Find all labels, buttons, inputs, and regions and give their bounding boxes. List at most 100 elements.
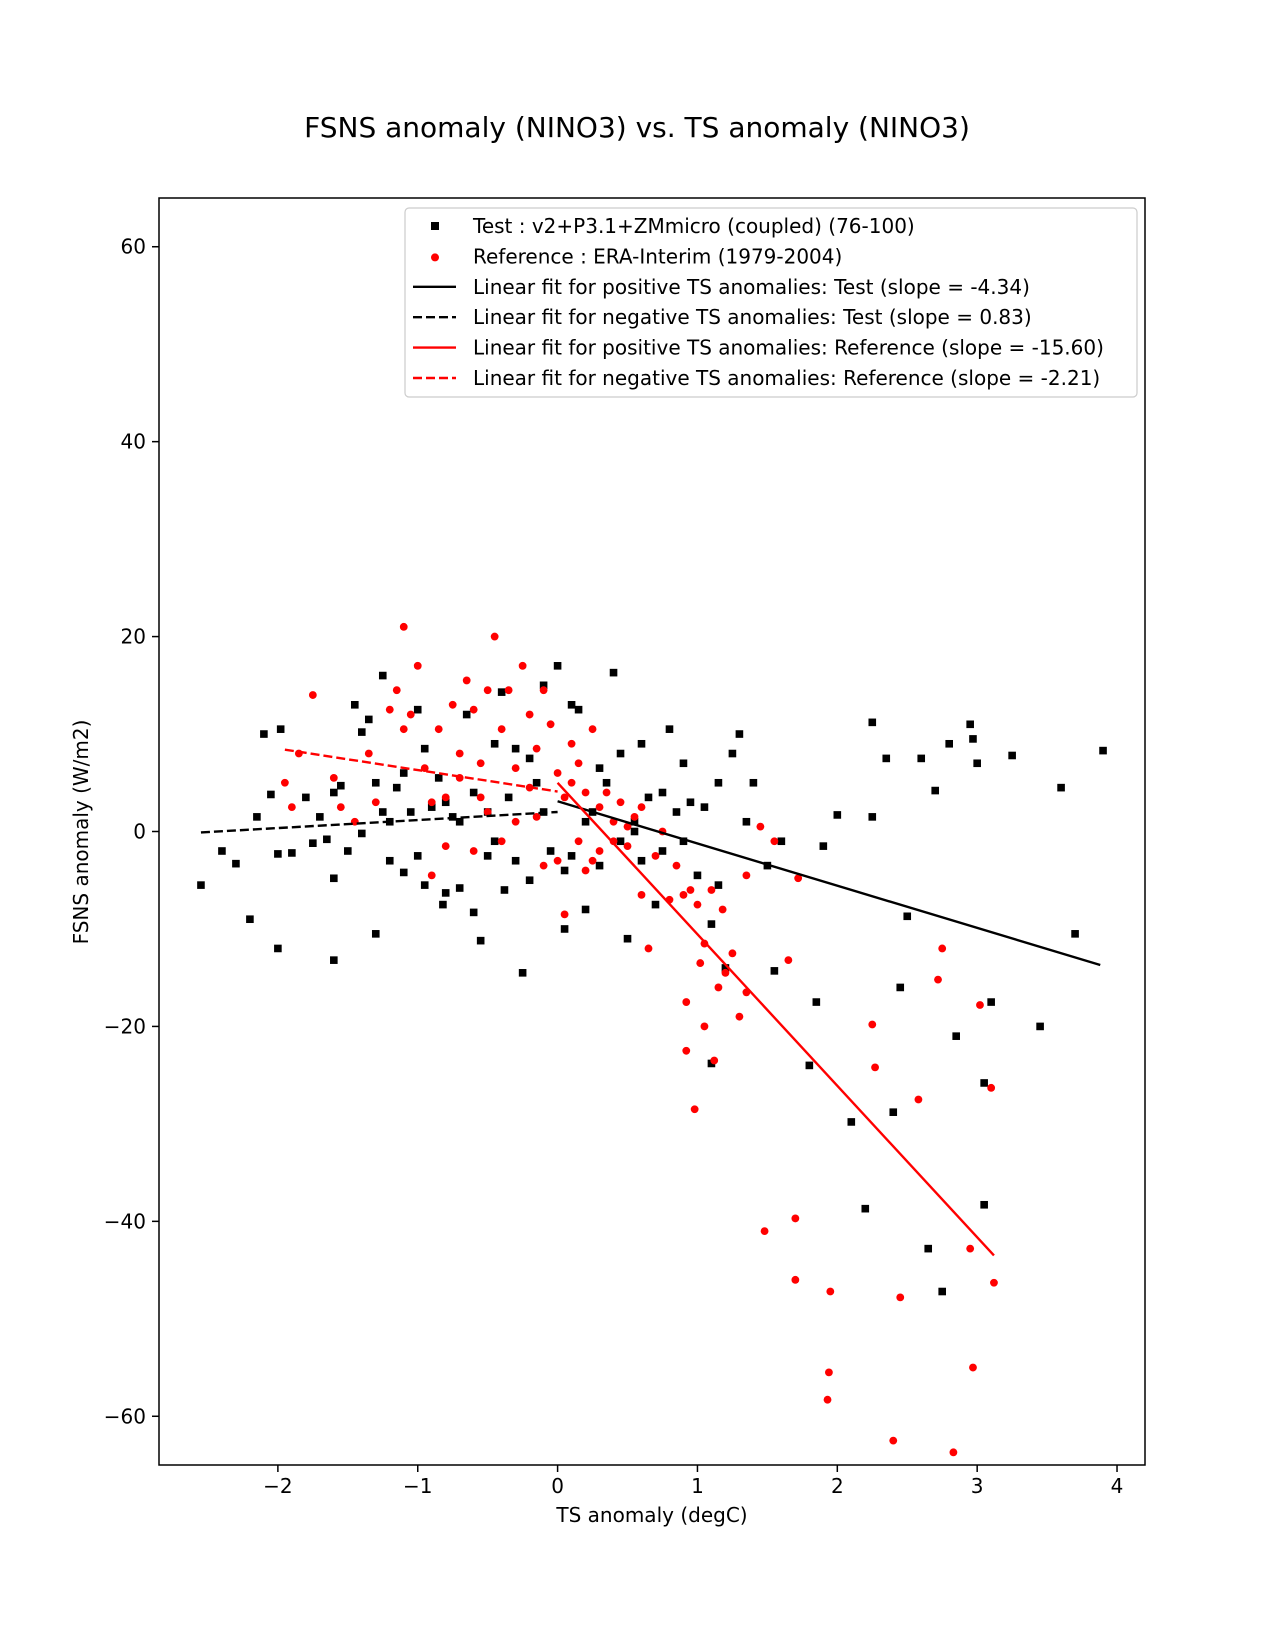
reference-point xyxy=(483,808,492,816)
series-4 xyxy=(556,781,995,1257)
reference-point xyxy=(595,803,604,812)
test-point xyxy=(679,837,688,846)
test-point xyxy=(553,662,562,670)
test-point xyxy=(637,856,646,865)
x-tick-label: −2 xyxy=(263,1474,292,1498)
reference-point xyxy=(308,691,317,699)
reference-point xyxy=(329,773,338,782)
reference-point xyxy=(686,886,695,894)
test-point xyxy=(371,778,380,787)
test-point xyxy=(637,739,646,748)
reference-point xyxy=(469,847,478,855)
reference-point xyxy=(914,1095,923,1104)
reference-point xyxy=(889,1436,898,1445)
reference-point xyxy=(280,778,289,787)
fit-line xyxy=(284,748,558,793)
y-tick-label: −60 xyxy=(104,1404,146,1428)
test-point xyxy=(357,728,366,736)
test-point xyxy=(399,868,408,877)
reference-point xyxy=(427,871,436,880)
fit-line xyxy=(557,800,1101,967)
test-point xyxy=(504,793,513,802)
test-point xyxy=(511,744,520,753)
reference-point xyxy=(791,1214,800,1223)
reference-point xyxy=(532,744,541,753)
axis-ticks: −2 −1 0 1 2 3 4 −60 −40 −20 0 20 40 60 xyxy=(104,235,1124,1498)
reference-point xyxy=(637,890,646,899)
test-point xyxy=(497,688,506,696)
test-point xyxy=(483,852,492,860)
test-point xyxy=(274,944,282,953)
test-point xyxy=(1071,930,1079,938)
test-point xyxy=(525,754,534,763)
test-point xyxy=(938,1287,947,1296)
reference-point xyxy=(682,998,691,1006)
test-point xyxy=(525,876,534,885)
reference-point xyxy=(690,1105,699,1114)
test-point xyxy=(644,793,653,802)
reference-point xyxy=(497,725,506,734)
test-point xyxy=(896,983,905,992)
series-1 xyxy=(280,622,998,1457)
test-point xyxy=(987,998,995,1006)
reference-point xyxy=(700,1022,709,1031)
test-point xyxy=(439,900,447,909)
reference-point xyxy=(868,1020,877,1029)
x-tick-label: −1 xyxy=(403,1474,432,1498)
test-point xyxy=(351,701,359,709)
legend-label: Linear fit for negative TS anomalies: Te… xyxy=(473,305,1032,329)
test-point xyxy=(728,749,737,758)
test-point xyxy=(805,1061,814,1070)
test-point xyxy=(309,839,317,847)
test-point xyxy=(385,856,394,865)
series-0 xyxy=(197,662,1107,1296)
test-point xyxy=(595,861,604,870)
test-point xyxy=(420,881,429,889)
test-point xyxy=(518,969,527,977)
test-point xyxy=(672,808,681,816)
y-axis-label: FSNS anomaly (W/m2) xyxy=(69,720,93,945)
test-point xyxy=(330,874,338,883)
reference-point xyxy=(794,874,803,883)
test-point xyxy=(903,912,912,921)
y-tick-label: 60 xyxy=(121,235,146,259)
test-point xyxy=(721,964,730,972)
test-point xyxy=(707,920,716,928)
reference-point xyxy=(574,837,583,846)
test-point xyxy=(392,783,401,792)
reference-point xyxy=(399,622,408,631)
reference-point xyxy=(560,910,569,919)
test-point xyxy=(693,871,702,880)
legend-label: Linear fit for negative TS anomalies: Re… xyxy=(473,366,1100,390)
test-point xyxy=(770,967,779,975)
test-point xyxy=(924,1244,933,1253)
reference-point xyxy=(483,686,492,695)
fit-line xyxy=(556,781,995,1257)
test-point xyxy=(288,849,296,857)
test-point xyxy=(330,788,338,797)
reference-point xyxy=(938,944,947,953)
reference-point xyxy=(476,793,485,802)
y-tick-label: −20 xyxy=(104,1014,146,1038)
test-point xyxy=(868,813,877,821)
reference-point xyxy=(756,822,765,831)
reference-point xyxy=(672,861,681,870)
reference-point xyxy=(371,798,380,807)
reference-point xyxy=(976,1001,984,1009)
test-point xyxy=(868,718,877,727)
test-point xyxy=(316,813,324,821)
reference-point xyxy=(581,866,590,875)
test-point xyxy=(602,778,611,787)
test-point xyxy=(476,936,485,945)
fit-line xyxy=(200,810,558,834)
test-point xyxy=(560,866,569,875)
reference-point xyxy=(546,720,555,729)
test-point xyxy=(658,847,667,855)
test-point xyxy=(651,900,660,909)
test-point xyxy=(952,1032,960,1040)
test-point xyxy=(735,730,744,738)
test-point xyxy=(616,837,625,846)
plot-area xyxy=(159,198,1145,1465)
reference-point xyxy=(710,1056,719,1065)
reference-point xyxy=(718,905,727,914)
